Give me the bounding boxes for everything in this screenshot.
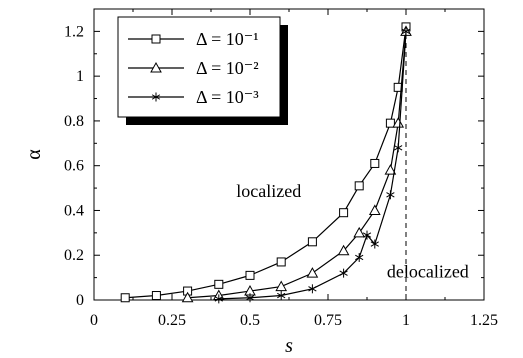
legend-label: Δ = 10⁻¹: [196, 29, 259, 49]
legend-marker: [151, 92, 161, 102]
data-point: [306, 267, 319, 278]
data-point: [214, 279, 224, 289]
marker-square: [339, 208, 349, 218]
data-point: [355, 252, 364, 262]
data-point: [214, 294, 223, 304]
marker-square: [151, 291, 161, 301]
x-tick-label: 0.25: [158, 312, 186, 329]
data-point: [339, 268, 348, 278]
y-tick-label: 0.4: [64, 202, 84, 219]
annotation-label: localized: [236, 181, 301, 201]
x-tick-label: 1.25: [470, 312, 498, 329]
data-point: [339, 208, 349, 218]
marker-star-stroke: [355, 254, 364, 261]
marker-triangle: [368, 204, 381, 215]
data-point: [354, 181, 364, 191]
marker-square: [307, 237, 317, 247]
y-tick-label: 0.2: [64, 247, 84, 264]
legend-label: Δ = 10⁻²: [196, 58, 259, 78]
data-point: [245, 293, 255, 303]
legend-label: Δ = 10⁻³: [196, 87, 259, 107]
marker-star-stroke: [362, 232, 372, 238]
data-point: [384, 164, 397, 175]
data-point: [308, 284, 317, 294]
legend-entry: Δ = 10⁻³: [128, 87, 259, 107]
marker-triangle: [181, 291, 194, 303]
y-tick-label: 1: [76, 68, 84, 85]
data-point: [181, 291, 194, 303]
marker-triangle: [384, 164, 397, 175]
marker-square: [120, 293, 130, 303]
axes: 0 0.25 0.5 0.75 1 1.25 0 0.2 0.4 0.6 0.8 1 1.2 s α: [23, 8, 498, 357]
data-point: [386, 190, 395, 200]
marker-star-stroke: [386, 192, 395, 198]
marker-star-stroke: [151, 94, 161, 100]
marker-square: [354, 181, 364, 191]
data-point: [385, 118, 395, 128]
x-tick-label: 0.75: [314, 312, 342, 329]
marker-star-stroke: [394, 145, 403, 151]
marker-triangle: [337, 244, 350, 256]
data-point: [362, 230, 372, 240]
y-tick-label: 0: [76, 292, 84, 309]
y-tick-label: 0.6: [64, 158, 84, 175]
marker-star-stroke: [339, 270, 348, 276]
data-point: [401, 26, 411, 36]
legend-marker: [150, 61, 162, 73]
data-point: [307, 237, 317, 247]
data-point: [370, 158, 380, 168]
legend-entry: Δ = 10⁻¹: [128, 29, 259, 49]
annotations: localized delocalized: [236, 181, 469, 282]
y-tick-label: 1.2: [64, 23, 84, 40]
legend-entry: Δ = 10⁻²: [128, 58, 259, 78]
annotation-label: delocalized: [387, 262, 469, 282]
marker-triangle: [275, 280, 288, 292]
series-group: [120, 22, 412, 304]
data-point: [245, 270, 255, 280]
data-point: [392, 117, 405, 128]
legend-box: [117, 16, 281, 118]
marker-square: [151, 34, 161, 44]
series-star: [214, 26, 411, 304]
data-point: [353, 226, 366, 238]
marker-triangle: [353, 226, 366, 238]
data-point: [337, 244, 350, 256]
marker-star-stroke: [245, 295, 255, 301]
marker-triangle: [306, 267, 319, 278]
data-point: [120, 293, 130, 303]
legend: Δ = 10⁻¹ Δ = 10⁻² Δ = 10⁻³: [117, 16, 288, 125]
marker-star-stroke: [277, 292, 286, 299]
y-tick-label: 0.8: [64, 113, 84, 130]
x-tick-label: 0.5: [240, 312, 260, 329]
marker-square: [276, 257, 286, 267]
x-tick-label: 0: [90, 312, 98, 329]
marker-square: [245, 270, 255, 280]
data-point: [394, 143, 403, 153]
data-point: [368, 204, 381, 215]
legend-marker: [151, 34, 161, 44]
marker-triangle: [392, 117, 405, 128]
data-point: [275, 280, 288, 292]
x-axis-title: s: [285, 335, 293, 357]
marker-star-stroke: [308, 286, 317, 292]
data-point: [277, 291, 286, 301]
marker-triangle: [150, 61, 162, 73]
data-point: [370, 239, 379, 249]
y-axis-title: α: [23, 149, 45, 160]
marker-square: [214, 279, 224, 289]
x-tick-label: 1: [402, 312, 410, 329]
data-point: [151, 291, 161, 301]
data-point: [276, 257, 286, 267]
marker-star-stroke: [214, 296, 223, 302]
marker-square: [385, 118, 395, 128]
marker-square: [370, 158, 380, 168]
marker-star-stroke: [401, 28, 411, 35]
marker-star-stroke: [370, 241, 379, 247]
